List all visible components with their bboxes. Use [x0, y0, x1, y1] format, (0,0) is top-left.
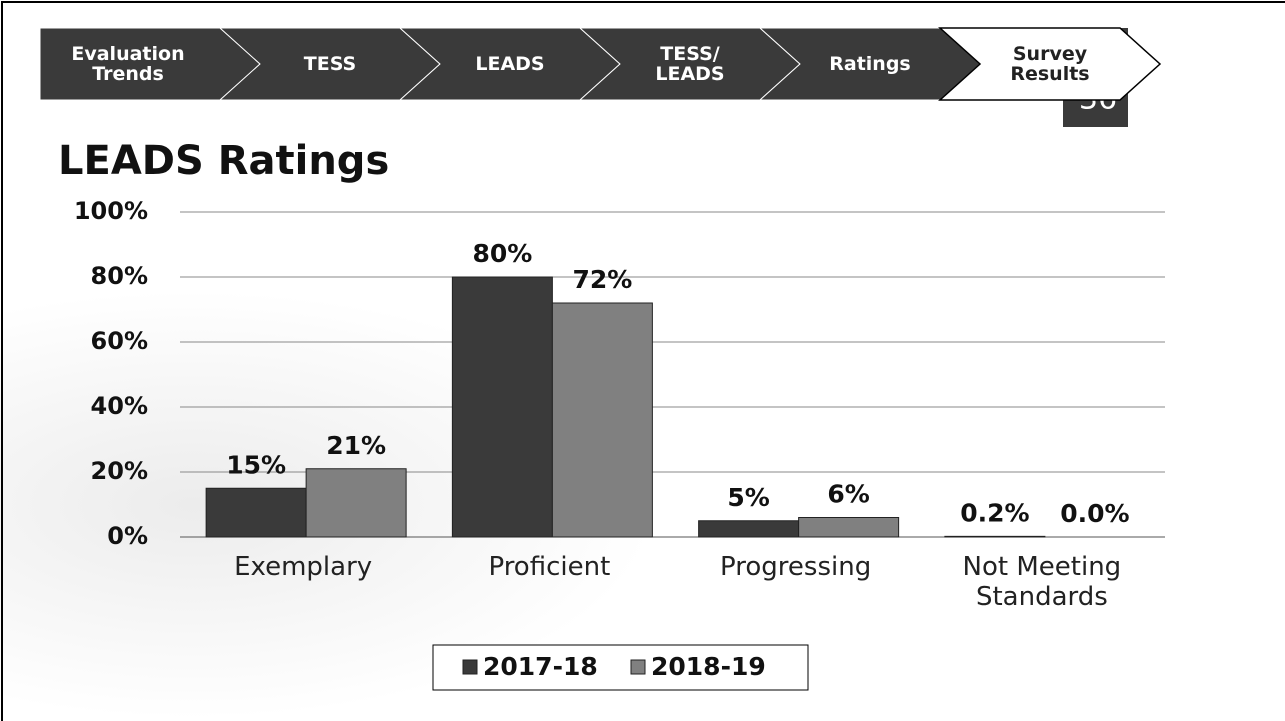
- data-label: 72%: [572, 265, 632, 294]
- x-tick-label: Exemplary: [234, 552, 373, 582]
- data-label: 6%: [827, 480, 869, 509]
- breadcrumb-label: LEADS: [475, 53, 545, 75]
- x-tick-label: Progressing: [720, 552, 872, 582]
- legend-label: 2017-18: [483, 652, 598, 681]
- bar: [944, 535, 1046, 538]
- data-label: 0.0%: [1060, 499, 1129, 528]
- y-tick-label: 80%: [91, 262, 148, 290]
- legend-box: [432, 644, 809, 691]
- breadcrumb-label: TESS: [303, 53, 357, 75]
- legend-swatch: [462, 659, 478, 675]
- bar: [451, 276, 553, 538]
- legend-label: 2018-19: [651, 652, 766, 681]
- bar: [205, 487, 307, 538]
- bar: [305, 468, 407, 538]
- breadcrumb-label: Survey Results: [1010, 43, 1090, 85]
- bar: [698, 520, 800, 538]
- data-label: 80%: [472, 239, 532, 268]
- y-tick-label: 20%: [91, 457, 148, 485]
- breadcrumb-label: Ratings: [829, 53, 911, 75]
- breadcrumb-label: TESS/ LEADS: [655, 43, 725, 85]
- y-tick-label: 40%: [91, 392, 148, 420]
- x-tick-label: Not Meeting Standards: [962, 552, 1122, 612]
- bar: [798, 517, 900, 538]
- data-label: 0.2%: [960, 498, 1029, 527]
- bar: [551, 302, 653, 538]
- y-tick-label: 100%: [74, 197, 148, 225]
- x-tick-label: Proficient: [488, 552, 611, 582]
- y-tick-label: 60%: [91, 327, 148, 355]
- chart-title: LEADS Ratings: [58, 138, 389, 184]
- legend-swatch: [630, 659, 646, 675]
- data-label: 15%: [226, 450, 286, 479]
- data-label: 5%: [727, 483, 769, 512]
- breadcrumb-label: Evaluation Trends: [71, 43, 185, 85]
- data-label: 21%: [326, 431, 386, 460]
- y-tick-label: 0%: [107, 522, 148, 550]
- breadcrumb-step: [938, 27, 1162, 101]
